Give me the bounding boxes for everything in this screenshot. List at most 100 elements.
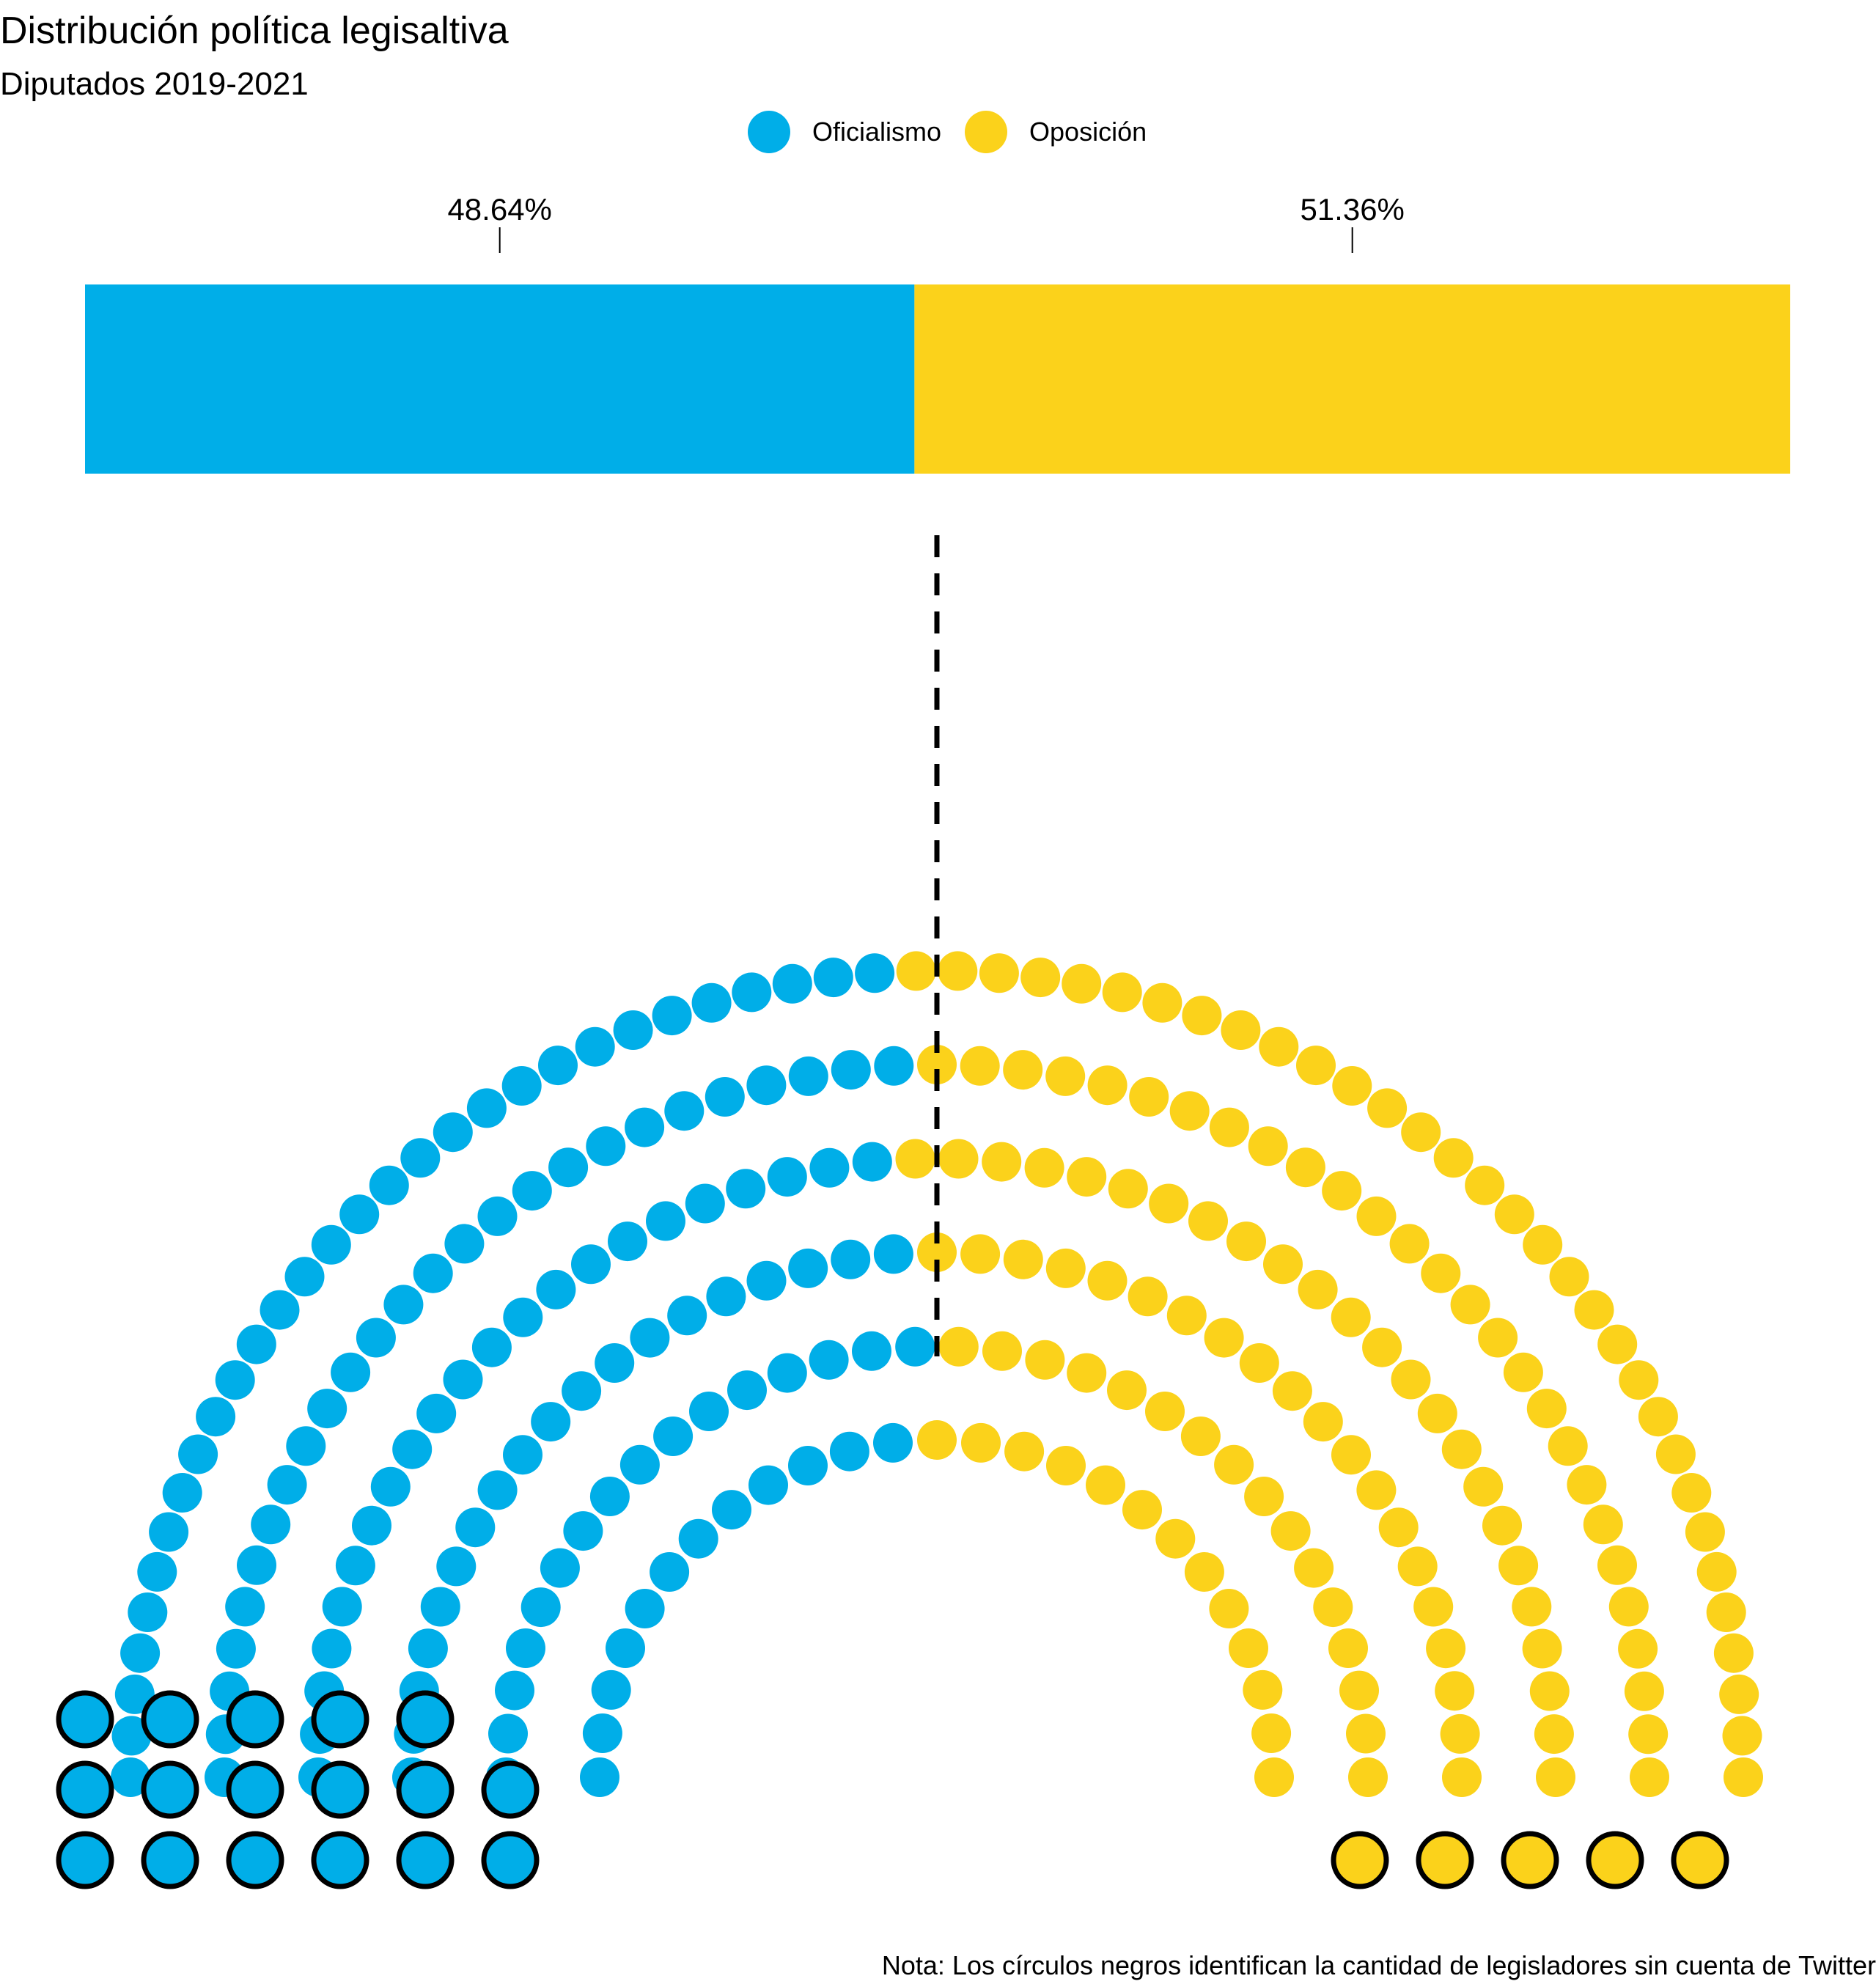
seat-oficialismo [895, 1326, 935, 1367]
seat-oficialismo [625, 1107, 665, 1147]
seat-no-twitter-oposicion [1671, 1831, 1729, 1889]
seat-oposicion [1442, 1757, 1482, 1797]
seat-oficialismo [114, 1674, 155, 1714]
seat-no-twitter-oposicion [1586, 1831, 1644, 1889]
seat-oficialismo [335, 1546, 375, 1586]
seat-oficialismo [331, 1352, 371, 1392]
seat-no-twitter-oficialismo [481, 1831, 540, 1889]
seat-oficialismo [706, 1276, 746, 1317]
seat-oposicion [1024, 1147, 1064, 1188]
seat-oficialismo [215, 1360, 255, 1400]
seat-oficialismo [852, 1331, 891, 1371]
bar-label-oposicion: 51.36% [1300, 192, 1404, 227]
seat-oficialismo [653, 1417, 694, 1456]
seat-oposicion [1272, 1371, 1312, 1411]
bar-segment-oficialismo [85, 284, 915, 474]
seat-no-twitter-oficialismo [141, 1760, 199, 1819]
seat-oposicion [1478, 1318, 1518, 1358]
seat-oposicion [1149, 1183, 1189, 1224]
seat-oposicion [1498, 1546, 1539, 1586]
seat-oficialismo [589, 1477, 630, 1516]
seat-oposicion [1536, 1757, 1575, 1797]
seat-oposicion [1356, 1196, 1397, 1236]
seat-oficialismo [503, 1435, 542, 1475]
seat-oposicion [1435, 1671, 1475, 1711]
seat-oficialismo [137, 1551, 177, 1592]
seat-oficialismo [809, 1340, 849, 1380]
seat-oposicion [1107, 1370, 1147, 1411]
seat-oficialismo [111, 1716, 152, 1756]
seat-no-twitter-oficialismo [56, 1760, 114, 1819]
seat-oposicion [1346, 1713, 1386, 1754]
seat-oposicion [1169, 1091, 1210, 1131]
seat-oficialismo [111, 1757, 150, 1797]
seat-oficialismo [444, 1224, 485, 1264]
seat-oposicion [1303, 1402, 1343, 1442]
seat-oficialismo [237, 1545, 276, 1585]
seat-no-twitter-oficialismo [226, 1690, 284, 1749]
seat-oficialismo [392, 1429, 433, 1469]
seat-oposicion [1155, 1518, 1196, 1559]
seat-oposicion [917, 1232, 957, 1272]
seat-oficialismo [874, 1046, 914, 1086]
seat-oficialismo [586, 1126, 626, 1166]
chart-subtitle: Diputados 2019-2021 [0, 66, 309, 102]
seat-oficialismo [495, 1670, 534, 1711]
seat-oposicion [895, 1139, 935, 1179]
seat-oposicion [1045, 1248, 1086, 1288]
seat-oficialismo [196, 1397, 236, 1437]
seat-oposicion [1465, 1165, 1505, 1205]
seat-oposicion [1254, 1757, 1294, 1797]
seat-oposicion [917, 1045, 957, 1084]
seat-oposicion [1229, 1628, 1268, 1668]
seat-oposicion [1331, 1297, 1371, 1337]
seat-no-twitter-oposicion [1416, 1831, 1474, 1889]
seat-oficialismo [788, 1248, 828, 1288]
seat-oficialismo [595, 1343, 635, 1383]
seat-oficialismo [712, 1490, 751, 1530]
seat-no-twitter-oficialismo [141, 1831, 199, 1889]
seat-oficialismo [286, 1426, 326, 1466]
seat-oficialismo [613, 1010, 653, 1050]
seat-oposicion [1526, 1389, 1567, 1429]
seat-oposicion [1503, 1352, 1543, 1392]
seat-oposicion [1671, 1473, 1712, 1513]
seat-oposicion [938, 1326, 979, 1367]
seat-oposicion [1713, 1633, 1754, 1673]
seat-oficialismo [685, 1183, 725, 1224]
seat-oposicion [1003, 1050, 1043, 1090]
seat-oficialismo [120, 1633, 161, 1673]
seat-oficialismo [128, 1592, 168, 1632]
seat-oposicion [1441, 1429, 1482, 1469]
seat-oficialismo [370, 1466, 411, 1507]
legend-item-oposicion: Oposición [965, 111, 1147, 153]
seat-oposicion [1378, 1507, 1419, 1548]
seat-oficialismo [433, 1112, 473, 1153]
legend-swatch-oficialismo [748, 111, 790, 153]
seat-oficialismo [413, 1253, 453, 1293]
seat-oficialismo [455, 1507, 496, 1548]
seat-oposicion [1248, 1126, 1288, 1166]
seat-oposicion [1339, 1670, 1379, 1711]
seat-no-twitter-oposicion [1501, 1831, 1559, 1889]
seat-oficialismo [772, 963, 812, 1004]
seat-oficialismo [267, 1465, 307, 1505]
seat-oposicion [960, 1046, 1000, 1086]
seat-oficialismo [521, 1587, 561, 1628]
seat-oficialismo [873, 1234, 913, 1274]
seat-oficialismo [829, 1431, 869, 1472]
seat-oficialismo [531, 1402, 571, 1442]
seat-oposicion [1522, 1628, 1562, 1669]
seat-oficialismo [689, 1392, 729, 1431]
seat-oficialismo [416, 1393, 457, 1433]
seat-oficialismo [356, 1318, 396, 1358]
seat-oposicion [1512, 1587, 1552, 1627]
seat-oposicion [1567, 1465, 1607, 1505]
seat-oficialismo [746, 1065, 787, 1106]
bar-label-oficialismo: 48.64% [447, 192, 551, 227]
seat-oficialismo [746, 1260, 787, 1301]
parliament-seats [56, 535, 1763, 1889]
seat-oposicion [896, 951, 936, 991]
seat-oposicion [1655, 1434, 1696, 1474]
seat-oposicion [982, 1331, 1022, 1371]
